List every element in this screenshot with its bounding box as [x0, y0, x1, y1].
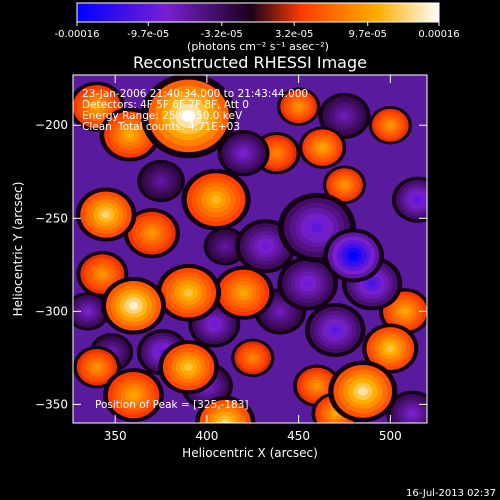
heatmap-blob	[128, 301, 139, 310]
heatmap-blob	[273, 150, 280, 157]
heatmap-blob	[183, 288, 194, 297]
heatmap-blob	[349, 251, 358, 260]
colorbar-tick-label: 3.2e-05	[275, 29, 313, 40]
heatmap-blob	[331, 326, 340, 334]
heatmap-blob	[295, 103, 302, 110]
heatmap-blob	[313, 382, 321, 389]
heatmap-blob	[401, 308, 409, 315]
heatmap-blob	[93, 364, 101, 371]
y-axis-label: Heliocentric Y (arcsec)	[11, 182, 25, 317]
heatmap-blob	[157, 178, 165, 185]
heatmap-blob	[249, 355, 256, 361]
axis-ticks: 350 400 450 500 −200 −250 −300 −350	[35, 75, 427, 443]
heatmap-image	[73, 75, 427, 423]
colorbar-tick-label: 9.7e-05	[349, 29, 387, 40]
heatmap-blob	[98, 270, 107, 278]
chart-title: Reconstructed RHESSI Image	[133, 53, 367, 72]
heatmap-blob	[220, 419, 230, 423]
heatmap-blob	[101, 210, 111, 219]
heatmap-blob	[92, 103, 101, 111]
heatmap-blob	[341, 182, 348, 188]
y-tick-label: −350	[35, 397, 68, 411]
footer-date: 16-Jul-2013 02:37	[406, 488, 496, 499]
colorbar-tick-label: -0.00016	[55, 29, 100, 40]
heatmap-blob	[340, 112, 349, 120]
colorbar-units: (photons cm⁻² s⁻¹ asec⁻²)	[187, 40, 329, 53]
colorbar-ticks: -0.00016 -9.7e-05 -3.2e-05 3.2e-05 9.7e-05 0.…	[55, 22, 460, 40]
colorbar-strip	[76, 2, 440, 23]
colorbar-tick-label: -3.2e-05	[201, 29, 243, 40]
plot-frame	[72, 74, 428, 424]
heatmap-blob	[210, 321, 218, 328]
heatmap-blob	[408, 410, 416, 417]
x-tick-label: 450	[287, 429, 310, 443]
y-tick-label: −200	[35, 118, 68, 132]
heatmap-blob	[239, 288, 248, 297]
x-tick-label: 500	[379, 429, 402, 443]
heatmap-blob	[357, 386, 368, 396]
heatmap-blob	[125, 130, 135, 139]
heatmap-blob	[147, 229, 156, 237]
heatmap-blob	[184, 363, 193, 372]
heatmap-blob	[303, 279, 313, 288]
heatmap-blob	[414, 196, 422, 203]
heatmap-blob	[387, 122, 394, 128]
annotation-time: 23-Jan-2006 21:40:34.000 to 21:43:44.000	[82, 88, 308, 100]
heatmap-blob	[239, 149, 248, 157]
heatmap-blob	[222, 243, 229, 249]
annotation-method: Clean	[82, 121, 112, 133]
annotation-peak: Position of Peak = [325,-183]	[95, 399, 249, 411]
colorbar-tick-label: 0.00016	[418, 29, 459, 40]
annotations: 23-Jan-2006 21:40:34.000 to 21:43:44.000…	[82, 88, 308, 411]
annotation-energy: Energy Range: 25.0 - 50.0 keV	[82, 110, 243, 122]
y-tick-label: −300	[35, 304, 68, 318]
colorbar-tick-label: -9.7e-05	[127, 29, 169, 40]
annotation-detectors: Detectors: 4F 5F 6F 7F 8F, Att 0	[82, 99, 249, 111]
heatmap-blob	[181, 109, 196, 122]
colorbar: -0.00016 -9.7e-05 -3.2e-05 3.2e-05 9.7e-05 0.…	[55, 2, 460, 53]
x-tick-label: 400	[195, 429, 218, 443]
heatmap-blob	[319, 144, 326, 151]
heatmap-blob	[276, 308, 284, 315]
heatmap-blob	[311, 222, 323, 233]
heatmap-blob	[367, 279, 377, 288]
heatmap-blob	[386, 344, 395, 353]
heatmap-blob	[84, 308, 91, 315]
x-axis-label: Heliocentric X (arcsec)	[182, 446, 318, 460]
heatmap-blob	[331, 410, 339, 417]
heatmap-blob	[129, 391, 138, 399]
y-tick-label: −250	[35, 211, 68, 225]
plot-area: 350 400 450 500 −200 −250 −300 −350	[35, 74, 428, 443]
heatmap-blob	[211, 195, 221, 205]
x-tick-label: 350	[104, 429, 127, 443]
annotation-counts: Total counts: 4.71E+03	[117, 121, 240, 133]
heatmap-blob	[261, 242, 270, 251]
